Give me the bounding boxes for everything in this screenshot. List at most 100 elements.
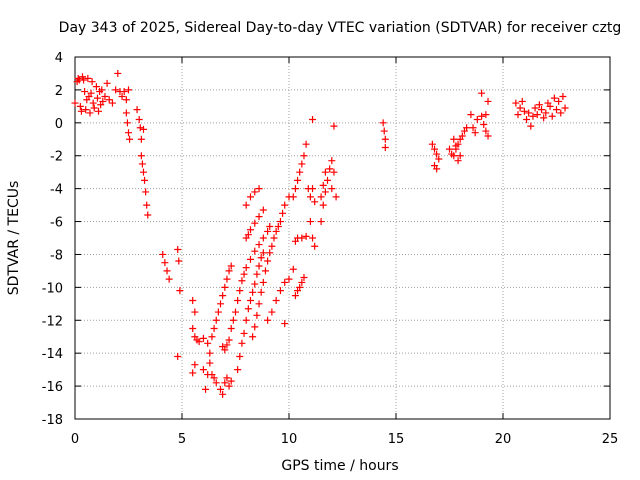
data-point: [471, 129, 479, 137]
data-point: [249, 288, 257, 296]
data-point: [311, 198, 319, 206]
data-point: [219, 390, 227, 398]
data-point: [136, 124, 144, 132]
data-point: [103, 79, 111, 87]
data-point: [142, 188, 150, 196]
data-point: [321, 168, 329, 176]
data-point: [535, 101, 543, 109]
data-point: [214, 308, 222, 316]
data-point: [225, 382, 233, 390]
data-point: [82, 106, 90, 114]
data-point: [251, 247, 259, 255]
data-point: [92, 83, 100, 91]
data-point: [227, 377, 235, 385]
data-point: [328, 185, 336, 193]
data-point: [143, 201, 151, 209]
data-point: [246, 226, 254, 234]
data-point: [467, 111, 475, 119]
data-point: [379, 119, 387, 127]
data-point: [80, 76, 88, 84]
data-point: [259, 249, 267, 257]
data-point: [221, 346, 229, 354]
data-point: [255, 300, 263, 308]
data-point: [120, 88, 128, 96]
data-point: [309, 185, 317, 193]
data-point: [137, 135, 145, 143]
data-point: [76, 102, 84, 110]
data-point: [330, 168, 338, 176]
data-point: [219, 292, 227, 300]
data-point: [279, 209, 287, 217]
data-point: [77, 107, 85, 115]
data-point: [227, 262, 235, 270]
data-point: [330, 122, 338, 130]
data-point: [88, 78, 96, 86]
data-point: [306, 218, 314, 226]
data-point: [433, 150, 441, 158]
data-point: [561, 104, 569, 112]
data-points: [71, 69, 569, 398]
data-point: [302, 232, 310, 240]
data-point: [227, 325, 235, 332]
data-point: [139, 168, 147, 176]
data-point: [210, 325, 218, 332]
data-point: [285, 275, 293, 283]
data-point: [291, 185, 299, 193]
data-point: [199, 334, 207, 342]
data-point: [208, 333, 216, 341]
y-tick-label: -18: [42, 413, 63, 428]
data-point: [221, 379, 229, 387]
data-point: [319, 181, 327, 189]
data-point: [542, 109, 550, 117]
data-point: [514, 111, 522, 119]
data-point: [289, 193, 297, 201]
data-point: [452, 142, 460, 150]
data-point: [238, 339, 246, 347]
data-point: [259, 278, 267, 286]
data-point: [523, 116, 531, 124]
plot-frame: [74, 56, 611, 420]
data-point: [191, 361, 199, 369]
data-point: [240, 270, 248, 278]
data-point: [105, 96, 113, 104]
data-point: [253, 270, 261, 278]
data-point: [223, 374, 231, 382]
data-point: [332, 193, 340, 201]
data-point: [272, 297, 280, 305]
axis-ticks: 0 5 10 15 20 25 -18 -16 -14 -12 -10 -8 -6 -4 -2 0 2 4: [42, 51, 619, 447]
data-point: [255, 185, 263, 193]
data-point: [217, 300, 225, 308]
x-axis-label: GPS time / hours: [281, 458, 398, 474]
data-point: [296, 168, 304, 176]
data-point: [242, 264, 250, 272]
data-point: [255, 213, 263, 221]
data-point: [326, 165, 334, 173]
data-point: [458, 132, 466, 140]
data-point: [122, 109, 130, 117]
data-point: [520, 107, 528, 115]
data-point: [95, 107, 103, 115]
data-point: [274, 222, 282, 230]
data-point: [433, 165, 441, 173]
data-point: [126, 135, 134, 143]
data-point: [246, 255, 254, 263]
data-point: [450, 152, 458, 160]
data-point: [74, 74, 82, 82]
data-point: [484, 97, 492, 105]
data-point: [189, 325, 197, 332]
data-point: [112, 86, 120, 94]
data-point: [531, 104, 539, 112]
data-point: [249, 333, 257, 341]
data-point: [529, 112, 537, 120]
data-point: [93, 94, 101, 102]
data-point: [281, 278, 289, 286]
data-point: [456, 152, 464, 160]
data-point: [482, 111, 490, 119]
y-tick-label: -2: [50, 150, 63, 165]
data-point: [163, 267, 171, 275]
data-point: [478, 112, 486, 120]
data-point: [450, 135, 458, 143]
data-point: [255, 262, 263, 270]
data-point: [446, 145, 453, 153]
